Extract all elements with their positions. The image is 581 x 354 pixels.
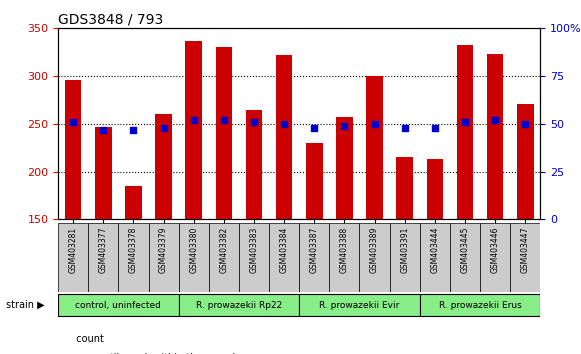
FancyBboxPatch shape bbox=[510, 223, 540, 292]
Text: GSM403388: GSM403388 bbox=[340, 227, 349, 273]
FancyBboxPatch shape bbox=[329, 223, 360, 292]
Bar bbox=[216, 47, 232, 219]
Point bbox=[249, 119, 259, 125]
Bar bbox=[426, 159, 443, 219]
Text: GSM403387: GSM403387 bbox=[310, 227, 319, 273]
Point bbox=[69, 119, 78, 125]
Bar bbox=[185, 41, 202, 219]
Point bbox=[370, 121, 379, 127]
Bar bbox=[125, 186, 142, 219]
Text: R. prowazekii Evir: R. prowazekii Evir bbox=[320, 301, 400, 310]
Bar bbox=[396, 157, 413, 219]
Bar bbox=[457, 45, 474, 219]
Point bbox=[189, 117, 198, 123]
FancyBboxPatch shape bbox=[419, 223, 450, 292]
Bar bbox=[155, 114, 172, 219]
Text: strain ▶: strain ▶ bbox=[6, 300, 44, 310]
FancyBboxPatch shape bbox=[450, 223, 480, 292]
FancyBboxPatch shape bbox=[88, 223, 119, 292]
Text: GSM403383: GSM403383 bbox=[249, 227, 259, 273]
Bar bbox=[95, 127, 112, 219]
Text: R. prowazekii Rp22: R. prowazekii Rp22 bbox=[196, 301, 282, 310]
FancyBboxPatch shape bbox=[58, 223, 88, 292]
Bar bbox=[336, 117, 353, 219]
Text: control, uninfected: control, uninfected bbox=[76, 301, 162, 310]
Bar bbox=[366, 76, 383, 219]
Text: R. prowazekii Erus: R. prowazekii Erus bbox=[439, 301, 521, 310]
Bar bbox=[517, 104, 533, 219]
FancyBboxPatch shape bbox=[299, 223, 329, 292]
Point bbox=[279, 121, 289, 127]
Point bbox=[430, 125, 439, 131]
FancyBboxPatch shape bbox=[269, 223, 299, 292]
Text: GSM403391: GSM403391 bbox=[400, 227, 409, 273]
FancyBboxPatch shape bbox=[299, 294, 419, 316]
Bar bbox=[246, 110, 262, 219]
Point bbox=[521, 121, 530, 127]
Text: GSM403379: GSM403379 bbox=[159, 227, 168, 273]
Text: GSM403446: GSM403446 bbox=[490, 227, 500, 273]
FancyBboxPatch shape bbox=[58, 294, 178, 316]
FancyBboxPatch shape bbox=[390, 223, 419, 292]
FancyBboxPatch shape bbox=[149, 223, 178, 292]
Text: percentile rank within the sample: percentile rank within the sample bbox=[70, 353, 241, 354]
Point bbox=[219, 117, 228, 123]
Text: GSM403377: GSM403377 bbox=[99, 227, 108, 273]
Text: GDS3848 / 793: GDS3848 / 793 bbox=[58, 12, 163, 27]
Bar bbox=[65, 80, 81, 219]
Bar bbox=[487, 54, 503, 219]
Text: GSM403378: GSM403378 bbox=[129, 227, 138, 273]
Point bbox=[400, 125, 410, 131]
Point bbox=[490, 117, 500, 123]
Text: GSM403281: GSM403281 bbox=[69, 227, 78, 273]
FancyBboxPatch shape bbox=[178, 223, 209, 292]
FancyBboxPatch shape bbox=[178, 294, 299, 316]
FancyBboxPatch shape bbox=[360, 223, 390, 292]
Bar bbox=[276, 55, 292, 219]
Text: GSM403384: GSM403384 bbox=[279, 227, 289, 273]
Text: GSM403389: GSM403389 bbox=[370, 227, 379, 273]
Text: GSM403444: GSM403444 bbox=[431, 227, 439, 273]
FancyBboxPatch shape bbox=[209, 223, 239, 292]
Point bbox=[99, 127, 108, 132]
Point bbox=[340, 123, 349, 129]
Text: GSM403445: GSM403445 bbox=[461, 227, 469, 273]
Point bbox=[460, 119, 469, 125]
Point bbox=[129, 127, 138, 132]
FancyBboxPatch shape bbox=[419, 294, 540, 316]
Point bbox=[159, 125, 168, 131]
Text: GSM403447: GSM403447 bbox=[521, 227, 530, 273]
Text: count: count bbox=[70, 334, 103, 344]
Text: GSM403382: GSM403382 bbox=[220, 227, 228, 273]
Bar bbox=[306, 143, 322, 219]
Point bbox=[310, 125, 319, 131]
Text: GSM403380: GSM403380 bbox=[189, 227, 198, 273]
FancyBboxPatch shape bbox=[119, 223, 149, 292]
FancyBboxPatch shape bbox=[239, 223, 269, 292]
FancyBboxPatch shape bbox=[480, 223, 510, 292]
